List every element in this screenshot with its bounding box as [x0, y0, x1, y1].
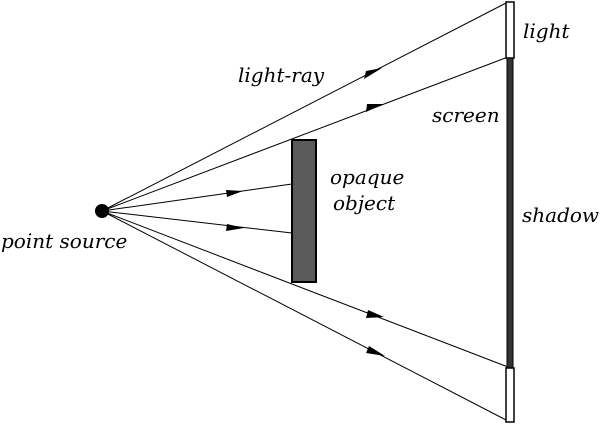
screen-shadow-region — [506, 57, 514, 369]
ray-blocked-upper — [101, 183, 293, 212]
point-source-dot — [95, 204, 109, 218]
arrowhead-blocked-lower — [226, 224, 244, 231]
label-light-ray: light-ray — [238, 63, 325, 87]
screen-lit-top — [505, 1, 515, 59]
label-object: object — [333, 191, 396, 215]
ray-bottom-edge-lower — [101, 210, 509, 422]
ray-top-edge-lower — [101, 56, 509, 212]
ray-blocked-lower — [101, 210, 293, 234]
arrowhead-bottom-lower — [366, 346, 385, 356]
arrowhead-top-lower — [366, 104, 383, 112]
label-light: light — [523, 19, 570, 43]
ray-top-edge-upper — [101, 1, 509, 212]
label-opaque: opaque — [330, 165, 404, 189]
label-screen: screen — [432, 103, 500, 127]
label-shadow: shadow — [522, 203, 599, 227]
arrowhead-bottom-upper — [366, 310, 384, 318]
ray-bottom-edge-upper — [101, 210, 509, 368]
arrowhead-top-upper — [364, 68, 382, 79]
screen-lit-bottom — [505, 367, 515, 423]
opaque-object — [291, 139, 317, 283]
arrowhead-blocked-upper — [226, 190, 243, 197]
label-point-source: point source — [1, 229, 127, 253]
